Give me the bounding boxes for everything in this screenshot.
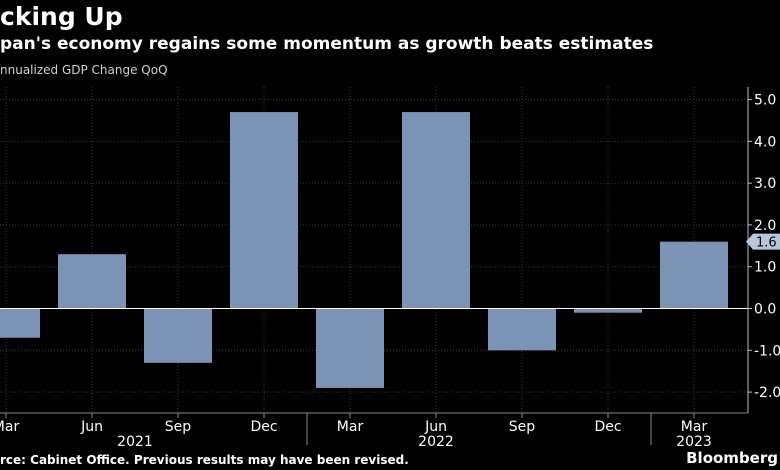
x-tick-label: Sep bbox=[509, 419, 536, 435]
y-tick-label: 2.0 bbox=[754, 218, 776, 234]
x-tick-label: Mar bbox=[337, 419, 364, 435]
year-label: 2023 bbox=[676, 434, 712, 450]
y-tick-label: 0.0 bbox=[754, 302, 776, 318]
chart-title: cking Up bbox=[0, 2, 123, 31]
last-value-label: 1.6 bbox=[756, 236, 777, 251]
source-note: rce: Cabinet Office. Previous results ma… bbox=[0, 453, 409, 467]
x-tick-label: Jun bbox=[80, 419, 103, 435]
y-tick-label: -1.0 bbox=[754, 343, 780, 359]
y-tick-label: 4.0 bbox=[754, 134, 776, 150]
y-tick-label: 5.0 bbox=[754, 93, 776, 109]
bar bbox=[660, 241, 728, 309]
y-tick-label: 3.0 bbox=[754, 176, 776, 192]
x-tick-label: Mar bbox=[0, 419, 19, 435]
x-tick-label: Mar bbox=[681, 419, 708, 435]
y-tick-label: -2.0 bbox=[754, 385, 780, 401]
bar bbox=[144, 308, 212, 363]
y-tick-label: 1.0 bbox=[754, 260, 776, 276]
x-tick-label: Sep bbox=[165, 419, 192, 435]
bar bbox=[488, 308, 556, 351]
x-tick-label: Dec bbox=[250, 419, 277, 435]
x-tick-label: Jun bbox=[424, 419, 447, 435]
bar bbox=[230, 112, 298, 309]
year-label: 2021 bbox=[117, 434, 153, 450]
x-tick-label: Dec bbox=[594, 419, 621, 435]
year-label: 2022 bbox=[418, 434, 454, 450]
bar bbox=[316, 308, 384, 388]
bar bbox=[402, 112, 470, 309]
bar bbox=[574, 308, 642, 313]
chart-subtitle: pan's economy regains some momentum as g… bbox=[0, 34, 654, 54]
y-axis-label: nnualized GDP Change QoQ bbox=[0, 63, 168, 77]
bar bbox=[58, 254, 126, 309]
last-value-badge bbox=[746, 233, 780, 250]
bloomberg-logo: Bloomberg bbox=[686, 449, 778, 467]
bar bbox=[0, 308, 40, 338]
